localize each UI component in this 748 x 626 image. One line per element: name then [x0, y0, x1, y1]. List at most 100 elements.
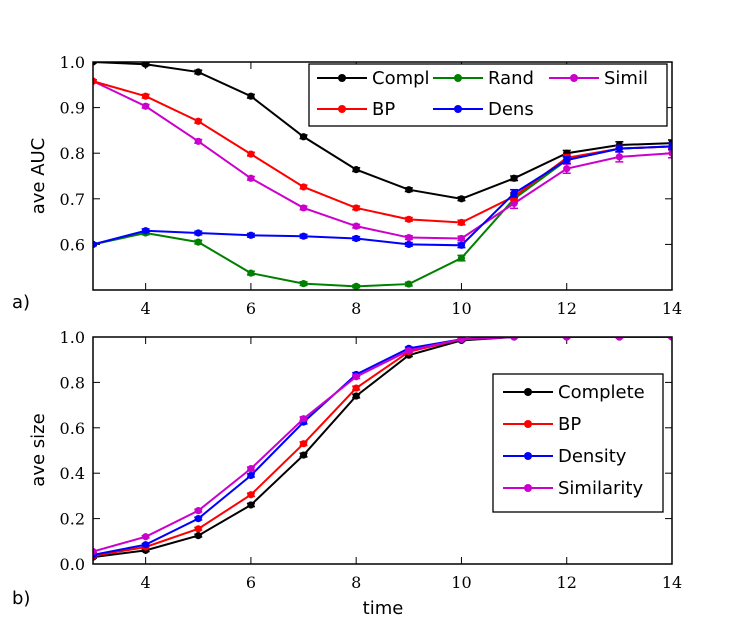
legend-entry-rand: Rand — [433, 68, 534, 89]
legend-marker — [524, 484, 532, 492]
data-point — [352, 282, 360, 290]
x-tick-label: 8 — [351, 299, 361, 318]
data-point — [405, 233, 413, 242]
legend-label: BP — [372, 99, 395, 120]
data-point — [563, 337, 571, 341]
data-point — [352, 222, 360, 230]
data-point — [457, 234, 466, 243]
y-tick-label: 0.7 — [60, 190, 85, 209]
legend-entry-simil: Simil — [549, 68, 648, 89]
series-similarity — [93, 337, 672, 556]
data-point — [142, 92, 150, 100]
legend-marker — [524, 420, 532, 428]
data-point — [194, 229, 202, 237]
series-compl — [93, 62, 672, 203]
data-point — [299, 280, 308, 288]
data-point — [510, 199, 518, 207]
data-point — [194, 507, 202, 515]
panel-a-auc-chart: 4 6 8 10 12 14 0.6 0.7 0.8 0.9 1.0 a) ave AUC Compl BP… — [12, 53, 682, 318]
x-tick-label: 14 — [662, 299, 682, 318]
y-tick-label: 1.0 — [60, 328, 85, 347]
data-point — [142, 102, 150, 110]
x-axis-label: time — [363, 598, 404, 619]
legend-marker — [524, 388, 532, 396]
data-point — [93, 62, 97, 66]
data-point — [405, 186, 413, 194]
data-point — [247, 92, 255, 100]
y-tick-label: 0.6 — [60, 419, 85, 438]
x-tick-label: 4 — [141, 299, 151, 318]
legend-label: Dens — [488, 99, 534, 120]
data-point — [194, 515, 202, 523]
y-tick-label: 0.0 — [60, 555, 85, 574]
x-tick-label: 6 — [246, 573, 256, 592]
y-tick-label: 1.0 — [60, 53, 85, 72]
x-tick-label: 14 — [662, 573, 682, 592]
panel-label: a) — [12, 292, 30, 313]
y-tick-label: 0.9 — [60, 99, 85, 118]
legend: Complete BP Density Similarity — [492, 373, 664, 513]
legend-entry-density: Density — [503, 446, 627, 467]
data-point — [352, 234, 360, 243]
data-point — [668, 142, 672, 150]
data-point — [93, 77, 97, 85]
legend-entry-dens: Dens — [433, 99, 534, 120]
data-point — [457, 337, 466, 343]
data-point — [405, 347, 413, 355]
axes-frame — [92, 61, 673, 291]
series-line-bp — [93, 80, 672, 224]
legend-entry-bp: BP — [503, 414, 581, 435]
data-point — [615, 153, 623, 161]
x-tick-label: 10 — [451, 299, 471, 318]
x-tick-label: 10 — [451, 573, 471, 592]
data-point — [194, 137, 202, 145]
data-point — [299, 204, 308, 212]
data-point — [299, 440, 308, 448]
legend-label: Rand — [488, 68, 534, 89]
axes-frame — [92, 336, 673, 565]
series-line-dens — [93, 145, 672, 247]
data-point — [352, 204, 360, 212]
series-line-simil — [93, 80, 672, 240]
y-tick-label: 0.4 — [60, 464, 85, 483]
x-tick-label: 4 — [141, 573, 151, 592]
legend-entry-bp: BP — [317, 99, 395, 120]
data-point — [247, 269, 255, 277]
x-tick-label: 12 — [557, 573, 577, 592]
legend-entry-similarity: Similarity — [503, 478, 643, 499]
legend-marker — [570, 74, 578, 82]
data-point — [510, 337, 518, 341]
panel-b-size-chart: 4 6 8 10 12 14 0.0 0.2 0.4 0.6 0.8 1.0 b) ave size tim… — [12, 328, 682, 619]
legend-label: Compl — [372, 68, 430, 89]
data-point — [615, 337, 623, 341]
y-tick-label: 0.2 — [60, 510, 85, 529]
series-line-similarity — [93, 337, 672, 553]
data-point — [247, 465, 255, 473]
data-point — [247, 491, 255, 499]
data-point — [299, 232, 308, 240]
legend-label: Complete — [558, 382, 645, 403]
data-point — [299, 183, 308, 191]
series-dens — [93, 142, 672, 249]
data-point — [194, 117, 202, 125]
legend-label: Density — [558, 446, 627, 467]
y-axis-label: ave AUC — [28, 138, 49, 215]
x-tick-label: 6 — [246, 299, 256, 318]
data-point — [563, 165, 571, 173]
data-point — [352, 384, 360, 392]
data-point — [457, 254, 466, 262]
legend-entry-complete: Complete — [503, 382, 645, 403]
data-point — [457, 241, 466, 249]
legend-label: BP — [558, 414, 581, 435]
data-point — [510, 174, 518, 182]
data-point — [247, 231, 255, 239]
data-point — [615, 145, 623, 153]
legend-entry-compl: Compl — [317, 68, 430, 89]
data-point — [299, 133, 308, 141]
data-point — [194, 238, 202, 246]
series-line-density — [93, 337, 672, 556]
legend-label: Similarity — [558, 478, 643, 499]
panel-label: b) — [12, 588, 30, 609]
data-point — [194, 68, 202, 76]
